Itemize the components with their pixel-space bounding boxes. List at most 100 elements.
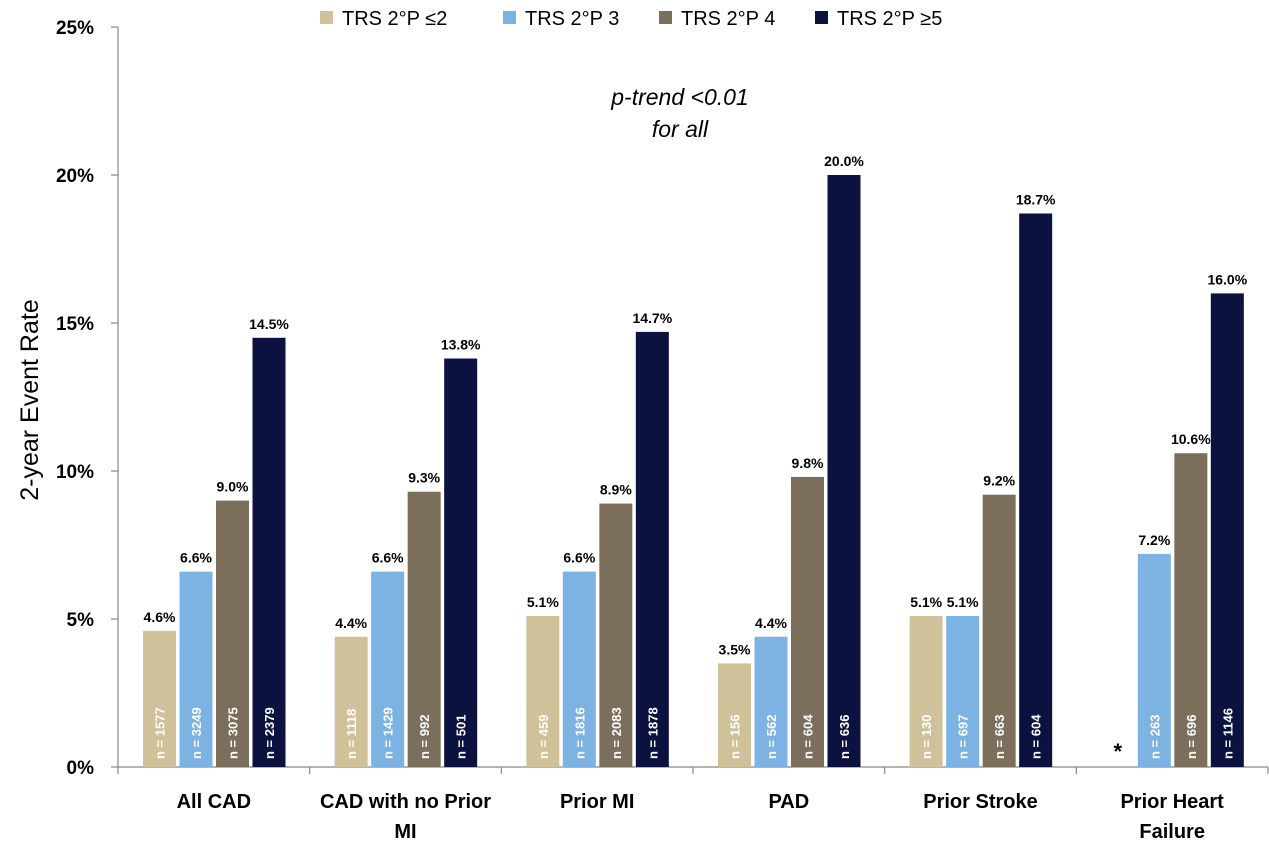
legend-swatch <box>503 11 516 24</box>
bar <box>718 663 751 767</box>
bar-value-label: 18.7% <box>1016 191 1056 207</box>
y-tick-label: 25% <box>56 18 94 39</box>
bar-value-label: 10.6% <box>1171 431 1211 447</box>
bar-value-label: 9.8% <box>792 455 824 471</box>
bar-n-label: n = 3075 <box>226 707 241 759</box>
bar <box>143 630 176 767</box>
bar-value-label: 9.0% <box>217 479 249 495</box>
bar-n-label: n = 663 <box>992 715 1007 759</box>
bar <box>1210 293 1244 767</box>
bar <box>407 491 441 767</box>
legend-label: TRS 2°P 3 <box>525 8 619 30</box>
bar <box>526 616 560 767</box>
bar <box>909 616 943 767</box>
legend-label: TRS 2°P ≤2 <box>342 8 447 30</box>
category-label: Prior MI <box>560 791 634 813</box>
category-labels: All CAD CAD with no Prior MI Prior MI PAD Pri… <box>177 791 1225 842</box>
bar-n-label: n = 696 <box>1184 715 1199 759</box>
bar-value-label: 9.3% <box>408 470 440 486</box>
bar <box>827 175 861 767</box>
legend: TRS 2°P ≤2 TRS 2°P 3 TRS 2°P 4 TRS 2°P ≥5 <box>320 8 942 30</box>
y-tick-label: 5% <box>67 610 95 631</box>
y-tick-label: 15% <box>56 314 94 335</box>
bar-value-label: 8.9% <box>600 482 632 498</box>
legend-label: TRS 2°P ≥5 <box>837 8 942 30</box>
bar-value-label: 6.6% <box>372 550 404 566</box>
bar <box>334 636 368 767</box>
bar-value-label: 7.2% <box>1138 532 1170 548</box>
bar-value-label: 5.1% <box>910 594 942 610</box>
bar-value-label: 20.0% <box>824 153 864 169</box>
bar-n-label: n = 3249 <box>189 707 204 759</box>
bar-n-label: n = 1118 <box>344 709 359 759</box>
bar-n-label: n = 1816 <box>572 707 587 759</box>
bar <box>982 494 1016 767</box>
bar-n-label: n = 459 <box>536 715 551 759</box>
bar <box>216 500 249 767</box>
category-label: Prior Heart <box>1120 791 1224 813</box>
bar <box>1174 453 1208 767</box>
bar <box>946 616 980 767</box>
legend-swatch <box>815 11 828 24</box>
bar-value-label: 6.6% <box>180 550 212 566</box>
y-tick-labels: 0% 5% 10% 15% 20% 25% <box>56 18 118 779</box>
bar <box>444 358 478 767</box>
legend-swatch <box>659 11 672 24</box>
bar-n-label: n = 501 <box>454 715 469 759</box>
missing-data-marker: * <box>1114 739 1123 764</box>
bar-value-label: 3.5% <box>719 641 751 657</box>
p-trend-annotation: p-trend <0.01 for all <box>610 84 748 142</box>
legend-label: TRS 2°P 4 <box>681 8 775 30</box>
bar-n-label: n = 2083 <box>609 707 624 759</box>
bar <box>791 476 824 767</box>
bar-value-label: 14.5% <box>249 316 289 332</box>
category-label: Failure <box>1139 821 1205 842</box>
bar-value-label: 5.1% <box>947 594 979 610</box>
bar-value-label: 4.4% <box>335 615 367 631</box>
bar-value-label: 6.6% <box>563 550 595 566</box>
bar-n-label: n = 992 <box>417 715 432 759</box>
bar-n-label: n = 1878 <box>645 707 660 759</box>
bar-n-label: n = 1577 <box>153 707 168 759</box>
bar-n-label: n = 562 <box>764 715 779 759</box>
bar-value-label: 5.1% <box>527 594 559 610</box>
bar-n-label: n = 156 <box>728 715 743 759</box>
bar-value-label: 4.4% <box>755 615 787 631</box>
y-tick-label: 10% <box>56 462 94 483</box>
bar <box>635 331 669 767</box>
bar <box>371 571 405 767</box>
bar <box>1019 213 1053 768</box>
y-tick-label: 0% <box>67 758 95 779</box>
bar <box>754 636 788 767</box>
category-label: CAD with no Prior <box>320 791 491 813</box>
bar-n-label: n = 1429 <box>381 707 396 759</box>
bar <box>1137 553 1171 767</box>
axes <box>117 27 1269 774</box>
bar <box>599 503 633 767</box>
bar-value-label: 13.8% <box>441 337 481 353</box>
bar-n-label: n = 604 <box>1029 714 1044 759</box>
y-tick-label: 20% <box>56 166 94 187</box>
bar-value-label: 16.0% <box>1207 271 1247 287</box>
bar-n-label: n = 697 <box>956 715 971 759</box>
category-label: MI <box>394 821 416 842</box>
bar-n-label: n = 1146 <box>1220 708 1235 759</box>
bar-n-label: n = 130 <box>919 715 934 759</box>
bar-n-label: n = 604 <box>801 714 816 759</box>
category-label: PAD <box>768 791 809 813</box>
bar-n-label: n = 636 <box>837 715 852 759</box>
bar-n-label: n = 263 <box>1147 715 1162 759</box>
p-trend-line-1: p-trend <0.01 <box>610 84 748 110</box>
category-label: Prior Stroke <box>923 791 1037 813</box>
bar-value-label: 4.6% <box>144 609 176 625</box>
bar-n-label: n = 2379 <box>262 707 277 759</box>
y-axis-title: 2-year Event Rate <box>16 299 44 501</box>
bar <box>252 337 286 767</box>
bar-value-label: 14.7% <box>632 310 672 326</box>
bars: 4.6% n = 1577 6.6% n = 3249 9.0% n = 3075 14.5… <box>143 153 1248 768</box>
bar-value-label: 9.2% <box>983 473 1015 489</box>
legend-swatch <box>320 11 333 24</box>
p-trend-line-2: for all <box>652 116 709 142</box>
bar <box>562 571 596 767</box>
